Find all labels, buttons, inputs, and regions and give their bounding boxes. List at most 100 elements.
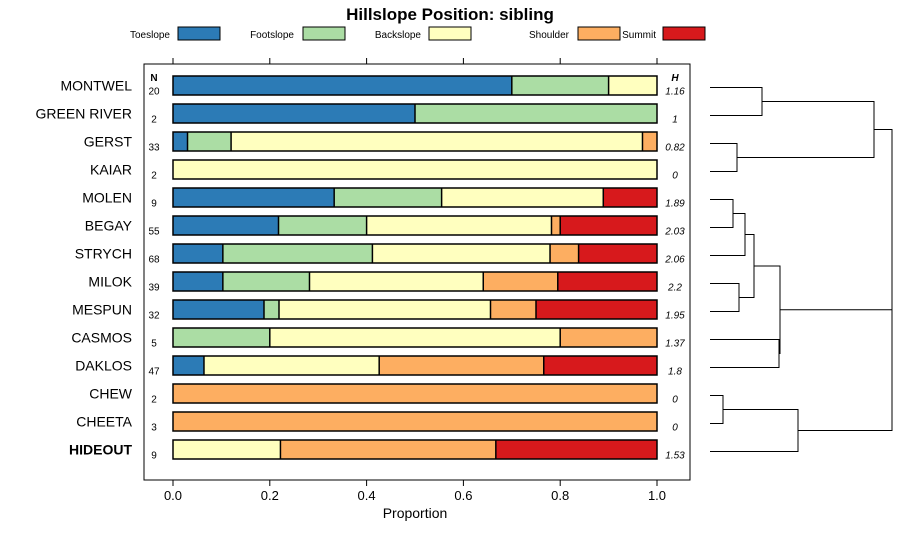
bar-segment: [490, 300, 536, 319]
bar-outline: [172, 411, 658, 432]
legend-label: Backslope: [375, 30, 422, 41]
bar-segment: [173, 412, 657, 431]
legend-swatch: [662, 26, 706, 41]
bar-segment: [366, 216, 552, 235]
row-n-value: 2: [151, 115, 157, 126]
bar-outline: [172, 75, 658, 96]
bar-segment: [334, 188, 442, 207]
row-h-value: 1.37: [665, 339, 685, 350]
row-label: KAIAR: [90, 162, 132, 178]
bar-outline: [172, 439, 658, 460]
row-label: MILOK: [88, 274, 132, 290]
chart-legend: Toeslope Footslope Backslope Shoulder Summit: [130, 26, 706, 41]
bar-segment: [278, 216, 367, 235]
x-tick-label: 0.6: [454, 488, 472, 503]
bar-outline: [172, 103, 658, 124]
bar-outline: [172, 159, 658, 180]
x-axis: 0.0 0.2 0.4 0.6 0.8 1.0: [164, 58, 666, 503]
bar-segment: [511, 76, 609, 95]
row-label: BEGAY: [85, 218, 133, 234]
bar-segment: [173, 328, 270, 347]
row-n-value: 55: [148, 227, 160, 238]
bar-segment: [203, 356, 380, 375]
bar-outline: [172, 215, 658, 236]
row-label: MESPUN: [72, 302, 132, 318]
dendrogram-branch: [710, 143, 738, 172]
dendrogram-branch: [739, 234, 755, 298]
bar-segment: [483, 272, 558, 291]
row-n-value: 39: [148, 283, 160, 294]
bar-segment: [173, 440, 281, 459]
row-h-value: 1.8: [668, 367, 682, 378]
row-h-value: 1.16: [665, 87, 685, 98]
bar-segment: [222, 272, 310, 291]
bar-segment: [173, 356, 204, 375]
bar-segment: [550, 244, 579, 263]
row-h-value: 0: [672, 423, 678, 434]
dendrogram-branch: [754, 265, 781, 354]
bar-segment: [560, 328, 657, 347]
bar-segment: [173, 384, 657, 403]
bar-segment: [280, 440, 496, 459]
row-n-value: 47: [148, 367, 160, 378]
row-n-value: 32: [148, 311, 160, 322]
legend-swatch: [177, 26, 221, 41]
row-n-value: 2: [151, 395, 157, 406]
legend-label: Summit: [622, 30, 656, 41]
row-n-value: 20: [148, 87, 160, 98]
row-n-value: 33: [148, 143, 160, 154]
bar-segment: [642, 132, 657, 151]
row-h-value: 0: [672, 395, 678, 406]
legend-label: Shoulder: [529, 30, 570, 41]
dendrogram-branch: [710, 283, 740, 312]
dendrogram-branch: [874, 129, 893, 371]
bar-segment: [173, 272, 223, 291]
bar-segment: [309, 272, 484, 291]
bar-segment: [441, 188, 604, 207]
bar-outline: [172, 187, 658, 208]
bar-segment: [269, 328, 561, 347]
bar-outline: [172, 131, 658, 152]
row-h-value: 1.89: [665, 199, 685, 210]
dendrogram-branch: [737, 101, 875, 158]
bar-segment: [578, 244, 657, 263]
legend-swatch: [302, 26, 346, 41]
h-column-header: H: [671, 73, 679, 84]
dendrogram-branch: [710, 213, 746, 256]
row-n-value: 5: [151, 339, 157, 350]
bar-segment: [551, 216, 561, 235]
row-label: GERST: [84, 134, 133, 150]
row-n-value: 3: [151, 423, 157, 434]
dendrogram-branch: [710, 339, 780, 368]
dendrogram-branch: [780, 309, 893, 431]
cluster-dendrogram: [710, 87, 893, 452]
legend-swatch: [577, 26, 621, 41]
bar-outline: [172, 243, 658, 264]
row-label: CASMOS: [71, 330, 132, 346]
bar-segment: [278, 300, 491, 319]
bar-segment: [173, 216, 279, 235]
bar-segment: [173, 76, 512, 95]
dendrogram-branch: [710, 199, 734, 228]
row-h-value: 1.53: [665, 451, 685, 462]
row-label: MONTWEL: [60, 78, 132, 94]
row-n-value: 68: [148, 255, 160, 266]
dendrogram-branch: [710, 395, 724, 424]
row-n-value: 9: [151, 451, 157, 462]
bar-segment: [372, 244, 551, 263]
bar-segment: [187, 132, 232, 151]
bar-segment: [543, 356, 657, 375]
bar-outline: [172, 355, 658, 376]
x-tick-label: 0.0: [164, 488, 182, 503]
bar-segment: [495, 440, 657, 459]
bar-segment: [608, 76, 657, 95]
legend-label: Footslope: [250, 30, 294, 41]
row-label: CHEW: [89, 386, 133, 402]
bar-segment: [173, 160, 657, 179]
row-h-value: 2.2: [667, 283, 682, 294]
row-label: CHEETA: [76, 414, 132, 430]
n-column-header: N: [150, 73, 157, 84]
legend-swatch: [428, 26, 472, 41]
